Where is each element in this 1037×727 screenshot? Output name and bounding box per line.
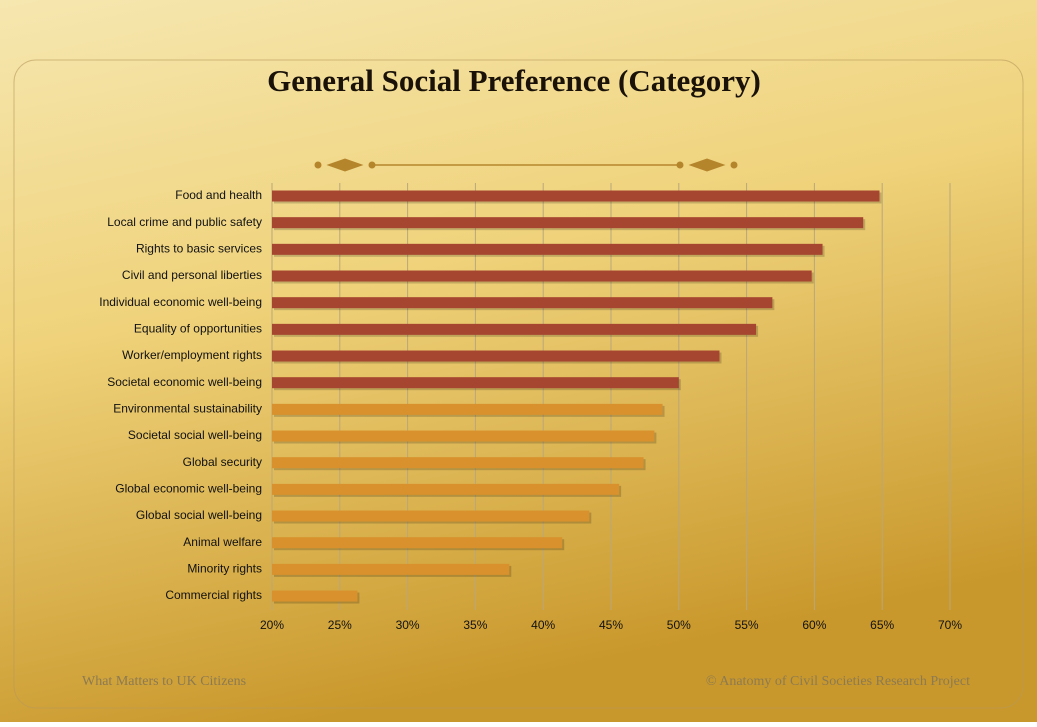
bar xyxy=(272,430,655,442)
y-tick-label: Environmental sustainability xyxy=(113,402,262,416)
frame xyxy=(13,59,1024,709)
bar xyxy=(272,537,563,549)
y-tick-label: Societal social well-being xyxy=(128,428,262,442)
y-tick-label: Global security xyxy=(183,455,262,469)
chart-title: General Social Preference (Category) xyxy=(267,63,761,98)
bar xyxy=(272,190,880,202)
y-tick-label: Animal welfare xyxy=(183,535,262,549)
bar xyxy=(272,350,720,362)
x-tick-label: 55% xyxy=(735,618,759,632)
y-tick-label: Equality of opportunities xyxy=(134,322,262,336)
x-tick-label: 45% xyxy=(599,618,623,632)
bar xyxy=(272,377,679,389)
ornament xyxy=(314,158,738,172)
x-tick-label: 70% xyxy=(938,618,962,632)
x-tick-label: 35% xyxy=(463,618,487,632)
y-tick-label: Global social well-being xyxy=(136,508,262,522)
bar xyxy=(272,323,757,335)
footer-left: What Matters to UK Citizens xyxy=(82,674,246,689)
x-tick-label: 65% xyxy=(870,618,894,632)
y-tick-label: Rights to basic services xyxy=(136,242,262,256)
bar xyxy=(272,563,510,575)
y-tick-label: Food and health xyxy=(175,188,262,202)
bar xyxy=(272,483,620,495)
x-tick-label: 60% xyxy=(802,618,826,632)
y-tick-label: Individual economic well-being xyxy=(99,295,262,309)
bar xyxy=(272,510,590,522)
x-tick-label: 25% xyxy=(328,618,352,632)
bar xyxy=(272,457,644,469)
bar xyxy=(272,590,358,602)
y-tick-label: Local crime and public safety xyxy=(107,215,262,229)
y-tick-label: Minority rights xyxy=(187,562,262,576)
x-tick-label: 40% xyxy=(531,618,555,632)
y-tick-label: Worker/employment rights xyxy=(122,348,262,362)
footer-right: © Anatomy of Civil Societies Research Pr… xyxy=(706,674,970,689)
x-tick-label: 30% xyxy=(396,618,420,632)
y-tick-label: Societal economic well-being xyxy=(107,375,262,389)
bar xyxy=(272,243,823,255)
x-tick-label: 20% xyxy=(260,618,284,632)
y-tick-label: Global economic well-being xyxy=(115,482,262,496)
plot: 20% 25% 30% 35% 40% 45% 50% 55% 60% 65% 70% Food an… xyxy=(99,183,962,632)
y-tick-label: Commercial rights xyxy=(165,588,262,602)
bar xyxy=(272,403,663,415)
bar xyxy=(272,297,773,309)
y-tick-label: Civil and personal liberties xyxy=(122,268,262,282)
x-tick-label: 50% xyxy=(667,618,691,632)
bar xyxy=(272,217,864,229)
bar xyxy=(272,270,812,282)
